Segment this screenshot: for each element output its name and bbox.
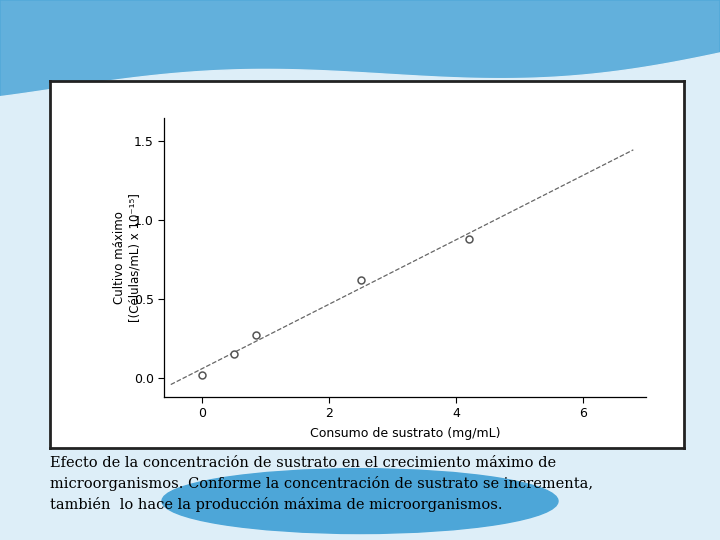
Y-axis label: Cultivo máximo
[(Células/mL) x 10⁻¹⁵]: Cultivo máximo [(Células/mL) x 10⁻¹⁵] — [113, 193, 141, 322]
Ellipse shape — [162, 469, 558, 534]
X-axis label: Consumo de sustrato (mg/mL): Consumo de sustrato (mg/mL) — [310, 427, 500, 440]
Text: Efecto de la concentración de sustrato en el crecimiento máximo de
microorganism: Efecto de la concentración de sustrato e… — [50, 456, 593, 512]
